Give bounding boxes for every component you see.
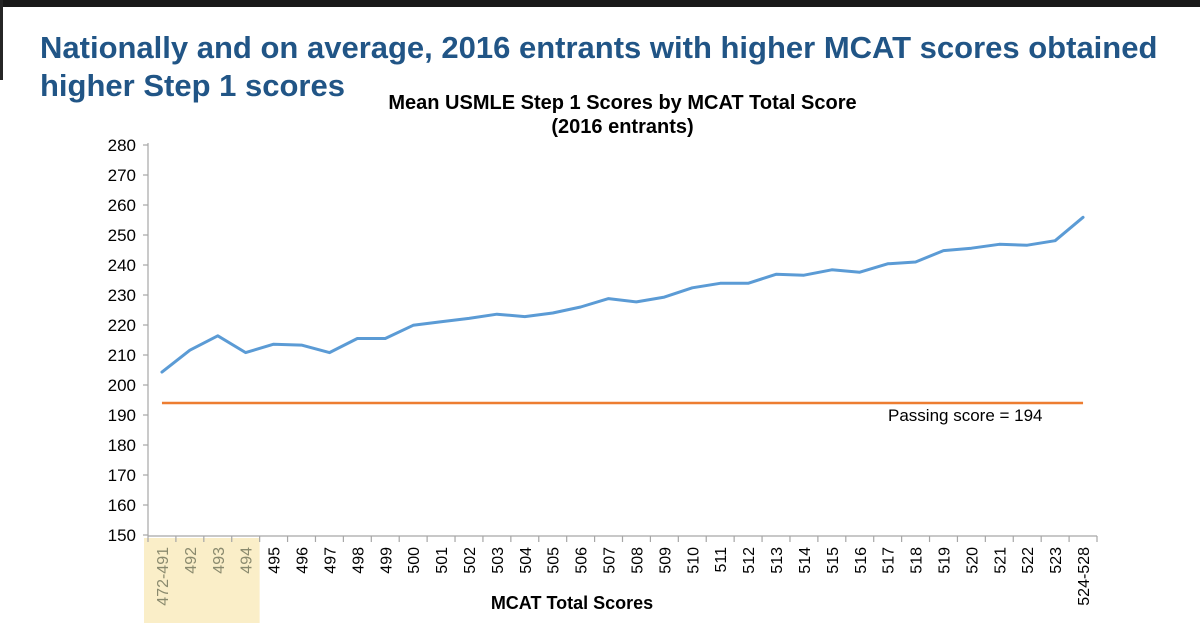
y-tick-label: 280 (108, 136, 136, 155)
x-tick-label: 496 (295, 547, 312, 574)
x-tick-label: 514 (797, 547, 814, 574)
x-tick-label: 522 (1020, 547, 1037, 574)
step1-mean-line (160, 215, 1085, 374)
chart-title: Mean USMLE Step 1 Scores by MCAT Total S… (388, 92, 857, 114)
x-axis-title: MCAT Total Scores (490, 593, 654, 613)
x-tick-label: 492 (183, 547, 200, 574)
left-edge-bar (0, 0, 3, 80)
x-tick-label: 524-528 (1076, 547, 1093, 606)
x-tick-label: 505 (546, 547, 563, 574)
y-tick-label: 170 (108, 466, 136, 485)
y-tick-label: 210 (108, 346, 136, 365)
y-tick-label: 240 (108, 256, 136, 275)
x-tick-label: 508 (629, 547, 646, 574)
x-tick-label: 494 (239, 547, 256, 574)
x-tick-label: 472-491 (155, 547, 172, 606)
y-tick-label: 200 (108, 376, 136, 395)
x-tick-label: 495 (267, 547, 284, 574)
x-tick-label: 512 (741, 547, 758, 574)
x-tick-label: 504 (518, 547, 535, 574)
x-tick-label: 500 (406, 547, 423, 574)
x-tick-label: 506 (574, 547, 591, 574)
x-tick-label: 519 (936, 547, 953, 574)
y-tick-label: 270 (108, 166, 136, 185)
x-tick-label: 518 (909, 547, 926, 574)
x-tick-label: 520 (964, 547, 981, 574)
y-tick-label: 220 (108, 316, 136, 335)
x-tick-label: 499 (378, 547, 395, 574)
y-tick-label: 260 (108, 196, 136, 215)
x-tick-label: 503 (490, 547, 507, 574)
x-tick-label: 516 (853, 547, 870, 574)
x-tick-label: 507 (602, 547, 619, 574)
x-tick-label: 498 (350, 547, 367, 574)
x-label-highlight-box (144, 538, 260, 623)
x-tick-label: 515 (825, 547, 842, 574)
y-tick-label: 190 (108, 406, 136, 425)
y-tick-label: 250 (108, 226, 136, 245)
x-tick-label: 509 (657, 547, 674, 574)
y-tick-label: 180 (108, 436, 136, 455)
x-tick-label: 497 (322, 547, 339, 574)
x-tick-label: 521 (992, 547, 1009, 574)
x-tick-label: 493 (211, 547, 228, 574)
y-tick-label: 160 (108, 496, 136, 515)
x-tick-label: 513 (769, 547, 786, 574)
y-tick-label: 150 (108, 526, 136, 545)
x-tick-label: 502 (462, 547, 479, 574)
slide-title: Nationally and on average, 2016 entrants… (40, 29, 1158, 103)
x-tick-label: 517 (881, 547, 898, 574)
passing-score-label: Passing score = 194 (888, 406, 1043, 425)
chart-subtitle: (2016 entrants) (551, 116, 694, 138)
top-border-bar (0, 0, 1200, 7)
x-tick-label: 523 (1048, 547, 1065, 574)
x-tick-label: 510 (685, 547, 702, 574)
y-tick-label: 230 (108, 286, 136, 305)
x-tick-label: 501 (434, 547, 451, 574)
x-tick-label: 511 (713, 547, 730, 573)
